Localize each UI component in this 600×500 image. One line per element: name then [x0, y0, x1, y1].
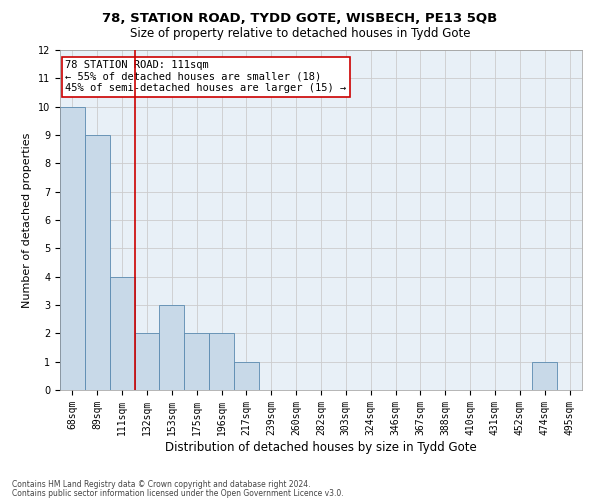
Bar: [134, 334, 160, 390]
Text: Size of property relative to detached houses in Tydd Gote: Size of property relative to detached ho…: [130, 28, 470, 40]
Text: Contains public sector information licensed under the Open Government Licence v3: Contains public sector information licen…: [12, 488, 344, 498]
Bar: [60, 106, 85, 390]
Bar: [110, 276, 134, 390]
Text: 78, STATION ROAD, TYDD GOTE, WISBECH, PE13 5QB: 78, STATION ROAD, TYDD GOTE, WISBECH, PE…: [103, 12, 497, 26]
Bar: [184, 334, 209, 390]
Y-axis label: Number of detached properties: Number of detached properties: [22, 132, 32, 308]
Bar: [85, 135, 110, 390]
Text: 78 STATION ROAD: 111sqm
← 55% of detached houses are smaller (18)
45% of semi-de: 78 STATION ROAD: 111sqm ← 55% of detache…: [65, 60, 346, 94]
Bar: [160, 305, 184, 390]
Bar: [234, 362, 259, 390]
X-axis label: Distribution of detached houses by size in Tydd Gote: Distribution of detached houses by size …: [165, 440, 477, 454]
Text: Contains HM Land Registry data © Crown copyright and database right 2024.: Contains HM Land Registry data © Crown c…: [12, 480, 311, 489]
Bar: [209, 334, 234, 390]
Bar: [532, 362, 557, 390]
